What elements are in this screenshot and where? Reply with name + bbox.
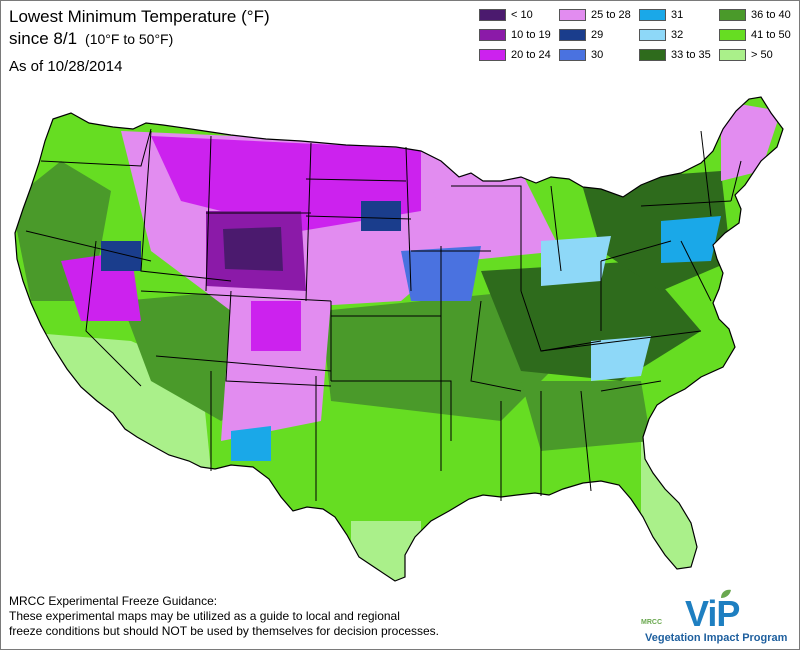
legend-item: 30 bbox=[559, 48, 603, 62]
title-range: (10°F to 50°F) bbox=[85, 31, 174, 47]
legend-label: 25 to 28 bbox=[591, 9, 631, 21]
region-wyoming-below-10 bbox=[223, 227, 283, 271]
legend-swatch bbox=[719, 49, 746, 61]
legend-item: 36 to 40 bbox=[719, 8, 791, 22]
legend-label: < 10 bbox=[511, 9, 533, 21]
legend-item: 33 to 35 bbox=[639, 48, 711, 62]
legend-swatch bbox=[559, 29, 586, 41]
guidance-heading: MRCC Experimental Freeze Guidance: bbox=[9, 594, 218, 608]
legend-swatch bbox=[639, 29, 666, 41]
legend-item: 32 bbox=[639, 28, 683, 42]
logo-mark: ViP bbox=[685, 593, 740, 634]
legend: < 10 10 to 19 20 to 24 25 to 28 29 30 31… bbox=[479, 8, 799, 68]
region-colorado-20-24 bbox=[251, 301, 301, 351]
legend-swatch bbox=[559, 9, 586, 21]
legend-item: 29 bbox=[559, 28, 603, 42]
region-southeast-36-40 bbox=[521, 381, 651, 451]
legend-swatch bbox=[719, 29, 746, 41]
region-pennsylvania-31 bbox=[661, 216, 721, 263]
region-colorado-25-28 bbox=[221, 301, 331, 441]
title-line2: since 8/1 (10°F to 50°F) bbox=[9, 29, 270, 49]
region-maine-25-28 bbox=[721, 101, 781, 181]
logo-program: Vegetation Impact Program bbox=[645, 632, 788, 644]
legend-swatch bbox=[479, 9, 506, 21]
legend-label: 33 to 35 bbox=[671, 49, 711, 61]
legend-label: 30 bbox=[591, 49, 604, 61]
title-line1: Lowest Minimum Temperature (°F) bbox=[9, 7, 270, 26]
legend-swatch bbox=[639, 9, 666, 21]
guidance-line1: These experimental maps may be utilized … bbox=[9, 609, 400, 623]
as-of-date: As of 10/28/2014 bbox=[9, 58, 123, 75]
legend-label: 41 to 50 bbox=[751, 29, 791, 41]
region-new-mexico-31 bbox=[231, 426, 271, 461]
legend-label: 20 to 24 bbox=[511, 49, 551, 61]
legend-item: > 50 bbox=[719, 48, 773, 62]
freeze-guidance: MRCC Experimental Freeze Guidance: These… bbox=[9, 594, 439, 639]
legend-label: 31 bbox=[671, 9, 684, 21]
legend-item: 25 to 28 bbox=[559, 8, 631, 22]
legend-item: 10 to 19 bbox=[479, 28, 551, 42]
leaf-icon bbox=[721, 589, 731, 598]
legend-label: 32 bbox=[671, 29, 684, 41]
legend-swatch bbox=[479, 29, 506, 41]
region-south-texas-warm bbox=[351, 521, 421, 581]
legend-item: 31 bbox=[639, 8, 683, 22]
legend-swatch bbox=[559, 49, 586, 61]
map-title: Lowest Minimum Temperature (°F) since 8/… bbox=[9, 7, 270, 49]
region-florida-warm bbox=[641, 441, 721, 581]
legend-swatch bbox=[639, 49, 666, 61]
legend-swatch bbox=[719, 9, 746, 21]
title-since: since 8/1 bbox=[9, 29, 78, 48]
legend-item: 20 to 24 bbox=[479, 48, 551, 62]
legend-item: < 10 bbox=[479, 8, 533, 22]
temperature-mosaic bbox=[15, 97, 783, 581]
logo-org: MRCC bbox=[641, 619, 662, 626]
legend-label: 29 bbox=[591, 29, 604, 41]
vip-logo: MRCC ViP Vegetation Impact Program bbox=[641, 589, 796, 647]
region-montana-dakotas-20-24 bbox=[151, 136, 421, 231]
legend-item: 41 to 50 bbox=[719, 28, 791, 42]
legend-swatch bbox=[479, 49, 506, 61]
legend-label: 10 to 19 bbox=[511, 29, 551, 41]
region-dakota-29 bbox=[361, 201, 401, 231]
guidance-line2: freeze conditions but should NOT be used… bbox=[9, 624, 440, 638]
state-boundaries bbox=[25, 128, 742, 501]
legend-label: 36 to 40 bbox=[751, 9, 791, 21]
region-appalachia-32 bbox=[591, 336, 651, 381]
legend-label: > 50 bbox=[751, 49, 773, 61]
region-idaho-29 bbox=[101, 241, 141, 271]
